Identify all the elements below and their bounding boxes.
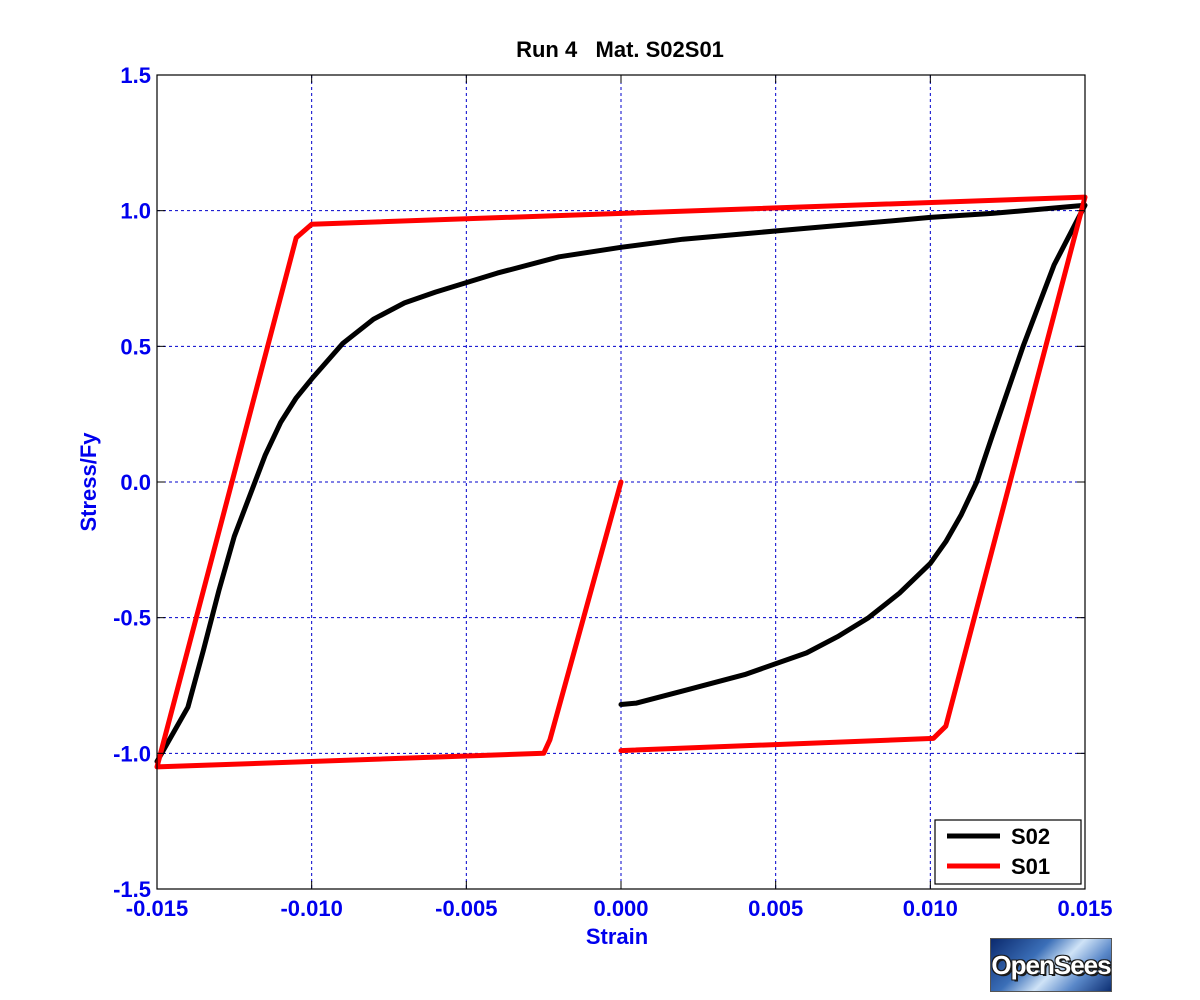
- series-line-s01: [154, 194, 1088, 770]
- y-tick-label: 0.5: [120, 334, 151, 359]
- legend: S02 S01: [934, 819, 1082, 885]
- x-tick-label: 0.015: [1057, 896, 1112, 921]
- y-tick-label: -0.5: [113, 606, 151, 631]
- legend-label-s01: S01: [1011, 854, 1050, 879]
- y-axis-label: Stress/Fy: [76, 432, 101, 532]
- y-tick-label: 0.0: [120, 470, 151, 495]
- y-tick-label: 1.0: [120, 199, 151, 224]
- y-tick-label: 1.5: [120, 63, 151, 88]
- chart-title: Run 4 Mat. S02S01: [516, 37, 724, 62]
- logo-text: OpenSees: [991, 950, 1111, 980]
- x-tick-label: -0.010: [280, 896, 342, 921]
- opensees-logo: OpenSees: [990, 938, 1112, 992]
- series-lines: [154, 194, 1088, 770]
- x-tick-label: 0.010: [903, 896, 958, 921]
- series-line-s02: [154, 202, 1088, 764]
- x-tick-label: -0.005: [435, 896, 497, 921]
- x-axis-label: Strain: [586, 924, 648, 949]
- x-tick-label: 0.005: [748, 896, 803, 921]
- legend-box: [934, 819, 1082, 885]
- x-tick-label: -0.015: [126, 896, 188, 921]
- tick-labels: -0.015 -0.010 -0.005 0.000 0.005 0.010 0.015 -1…: [113, 63, 1112, 921]
- legend-label-s02: S02: [1011, 824, 1050, 849]
- x-tick-label: 0.000: [593, 896, 648, 921]
- y-tick-label: -1.5: [113, 877, 151, 902]
- y-tick-label: -1.0: [113, 741, 151, 766]
